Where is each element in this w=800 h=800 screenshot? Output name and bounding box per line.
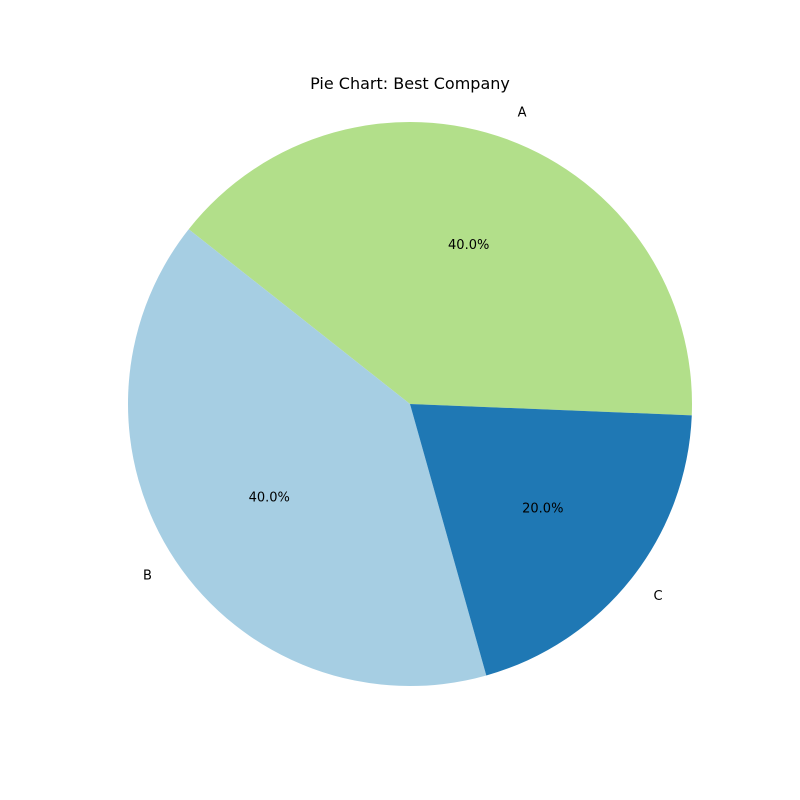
pie-slices bbox=[128, 122, 693, 686]
chart-title: Pie Chart: Best Company bbox=[310, 74, 510, 93]
slice-label-c: C bbox=[653, 589, 662, 604]
percent-label-c: 20.0% bbox=[522, 501, 563, 516]
percent-label-b: 40.0% bbox=[249, 490, 290, 505]
pie-slice-a bbox=[188, 122, 693, 416]
slice-label-b: B bbox=[143, 569, 152, 584]
pie-slice-b bbox=[128, 229, 487, 686]
slice-label-a: A bbox=[518, 106, 527, 121]
pie-labels: A 40.0% B 40.0% C 20.0% bbox=[143, 106, 663, 604]
percent-label-a: 40.0% bbox=[448, 238, 489, 253]
pie-slice-c bbox=[410, 404, 692, 676]
